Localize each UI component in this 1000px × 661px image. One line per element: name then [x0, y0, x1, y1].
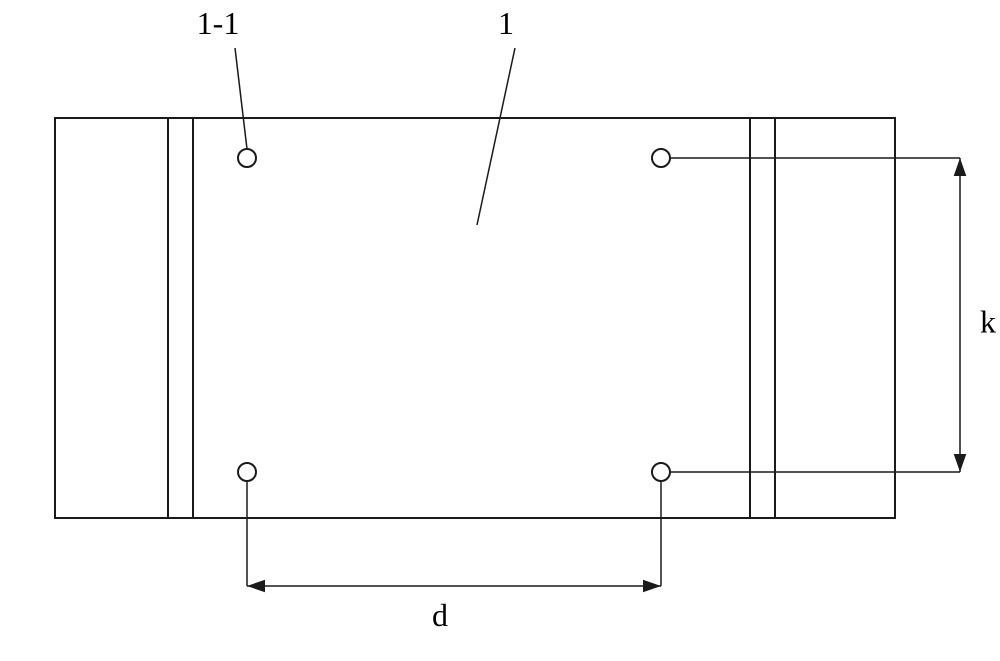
dim-d-label: d — [432, 597, 448, 633]
canvas-bg — [0, 0, 1000, 661]
hole-tr — [652, 149, 670, 167]
dim-k-label: k — [980, 303, 996, 339]
label-main: 1 — [498, 5, 514, 41]
hole-bl — [238, 463, 256, 481]
hole-tl — [238, 149, 256, 167]
hole-br — [652, 463, 670, 481]
label-hole: 1-1 — [197, 5, 240, 41]
